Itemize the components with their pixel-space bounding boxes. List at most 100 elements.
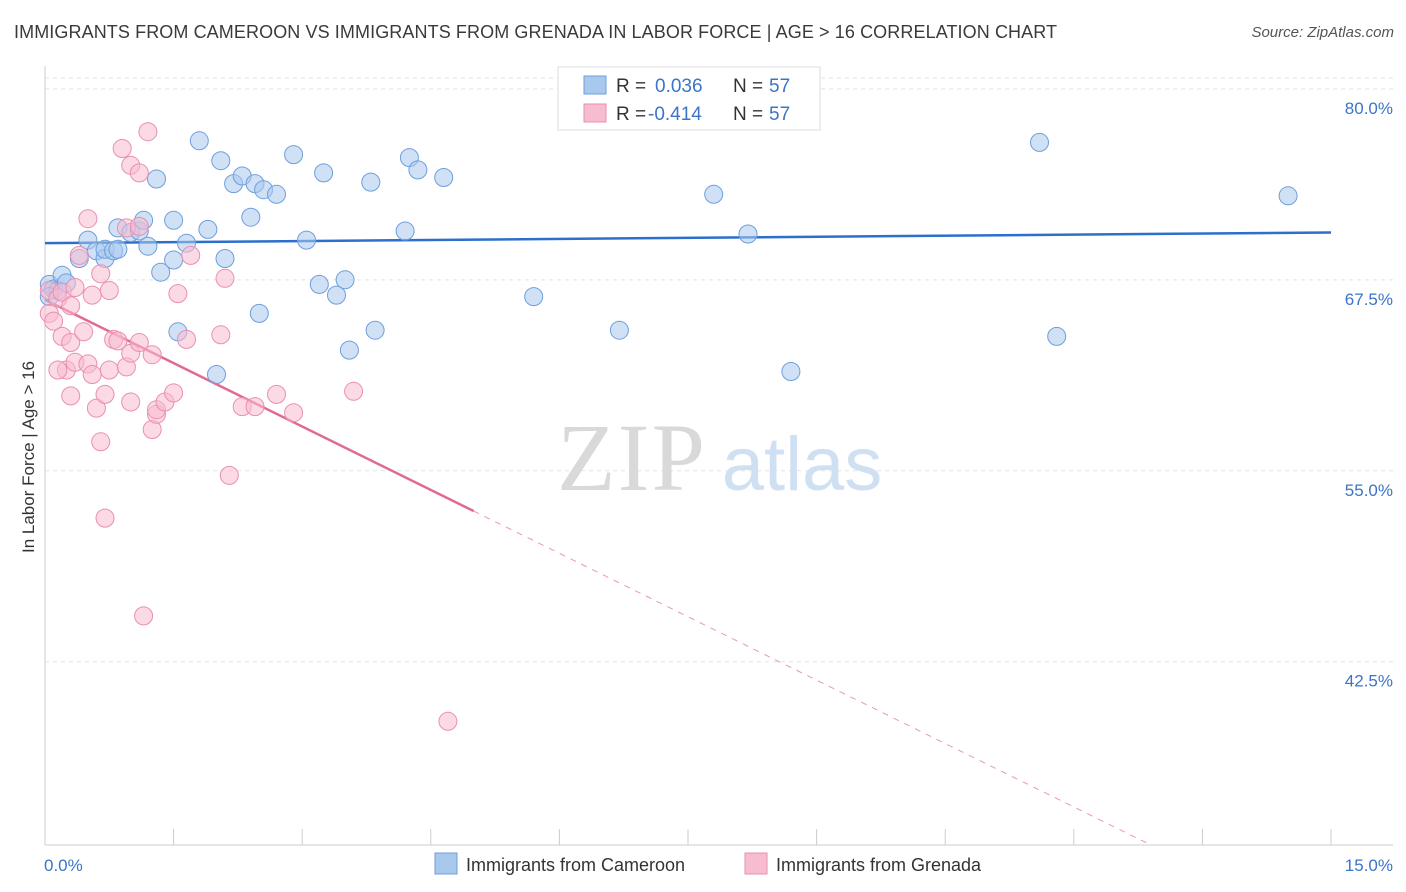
data-points: [39, 122, 1298, 731]
y-tick-label-3: 42.5%: [1345, 672, 1393, 691]
point-series0-40: [335, 270, 355, 290]
point-series0-27: [215, 249, 235, 268]
point-series0-26: [211, 151, 231, 171]
point-series1-22: [95, 508, 115, 528]
point-series0-32: [249, 303, 269, 323]
point-series0-24: [198, 219, 218, 239]
point-series0-34: [267, 184, 286, 204]
point-series1-34: [129, 333, 149, 352]
point-series1-2: [44, 311, 64, 331]
legend-swatch-grenada: [583, 103, 607, 123]
point-series0-49: [609, 320, 629, 340]
point-series1-8: [61, 386, 81, 406]
point-series1-43: [168, 284, 188, 304]
point-series1-46: [181, 245, 201, 265]
point-series1-54: [344, 381, 364, 401]
point-series1-14: [78, 209, 98, 229]
point-series0-20: [164, 210, 184, 230]
point-series0-16: [138, 236, 158, 256]
point-series0-38: [314, 163, 334, 183]
point-series1-27: [112, 139, 132, 158]
y-tick-label-2: 55.0%: [1345, 481, 1393, 500]
chart-title: IMMIGRANTS FROM CAMEROON VS IMMIGRANTS F…: [14, 22, 1058, 42]
point-series0-36: [297, 230, 316, 250]
tick-labels: 80.0% 67.5% 55.0% 42.5% 0.0% 15.0%: [44, 99, 1393, 875]
point-series1-35: [129, 163, 149, 183]
point-series0-51: [738, 224, 758, 244]
legend-r-value-2: -0.414: [648, 104, 702, 125]
point-series0-43: [365, 320, 385, 340]
y-tick-label-0: 80.0%: [1345, 99, 1393, 118]
point-series1-49: [219, 465, 239, 485]
point-series0-53: [1030, 132, 1049, 152]
point-series1-47: [211, 325, 231, 345]
point-series1-17: [82, 285, 102, 305]
point-series1-26: [108, 331, 128, 351]
point-series1-48: [215, 268, 235, 288]
point-series1-39: [142, 345, 162, 365]
point-series1-7: [61, 296, 81, 316]
point-series1-18: [86, 398, 106, 418]
legend-r-value-1: 0.036: [655, 76, 703, 97]
point-series1-44: [164, 383, 184, 403]
point-series1-9: [61, 333, 81, 352]
bottom-legend-swatch-cameroon: [434, 852, 458, 875]
point-series0-47: [434, 168, 454, 187]
point-series1-56: [48, 360, 68, 380]
bottom-legend: Immigrants from Cameroon Immigrants from…: [434, 852, 982, 875]
x-tick-label-max: 15.0%: [1345, 856, 1393, 875]
point-series1-13: [74, 322, 94, 342]
axes: [44, 66, 1393, 846]
point-series0-17: [147, 169, 166, 189]
watermark-zip: ZIP: [557, 404, 707, 511]
point-series0-52: [781, 362, 801, 381]
point-series1-55: [438, 711, 458, 731]
point-series1-11: [65, 278, 85, 297]
gridlines: [45, 77, 1393, 663]
point-series1-20: [91, 432, 111, 452]
trend-lines: [44, 231, 1332, 846]
point-series1-30: [121, 392, 141, 412]
point-series1-24: [99, 360, 119, 380]
point-series0-46: [408, 160, 428, 180]
point-series0-41: [339, 340, 359, 360]
watermark: ZIP atlas: [557, 404, 882, 511]
point-series1-23: [99, 281, 119, 300]
point-series1-19: [91, 264, 111, 284]
point-series1-33: [129, 216, 149, 236]
point-series0-11: [108, 239, 128, 259]
legend-r-label-1: R =: [616, 76, 646, 97]
source-credit: Source: ZipAtlas.com: [1251, 24, 1394, 41]
point-series1-21: [95, 384, 115, 404]
point-series0-54: [1047, 326, 1067, 346]
bottom-legend-label-grenada: Immigrants from Grenada: [776, 855, 982, 875]
point-series0-19: [164, 250, 184, 270]
point-series0-50: [704, 184, 724, 204]
point-series1-16: [82, 365, 102, 384]
trend-line-0: [44, 231, 1332, 245]
trend-line-1-dashed: [473, 510, 1152, 846]
point-series0-39: [327, 285, 346, 305]
point-series0-35: [284, 145, 304, 165]
legend-r-label-2: R =: [616, 104, 646, 125]
y-tick-label-1: 67.5%: [1345, 290, 1393, 309]
point-series0-23: [189, 131, 209, 151]
legend-n-value-2: 57: [769, 104, 790, 125]
point-series1-36: [134, 606, 154, 626]
watermark-atlas: atlas: [722, 422, 883, 507]
x-tick-label-min: 0.0%: [44, 856, 83, 875]
bottom-legend-label-cameroon: Immigrants from Cameroon: [466, 855, 685, 875]
legend: R = 0.036 N = 57 R = -0.414 N = 57: [557, 66, 821, 131]
point-series1-45: [177, 329, 196, 349]
point-series1-52: [267, 384, 286, 404]
point-series0-18: [151, 262, 171, 282]
point-series1-53: [284, 403, 304, 423]
point-series0-48: [524, 287, 544, 307]
legend-swatch-cameroon: [583, 75, 607, 95]
point-series0-44: [395, 221, 415, 241]
legend-n-value-1: 57: [769, 76, 790, 97]
point-series0-55: [1278, 186, 1298, 206]
bottom-legend-swatch-grenada: [744, 852, 768, 875]
point-series1-12: [69, 245, 89, 265]
